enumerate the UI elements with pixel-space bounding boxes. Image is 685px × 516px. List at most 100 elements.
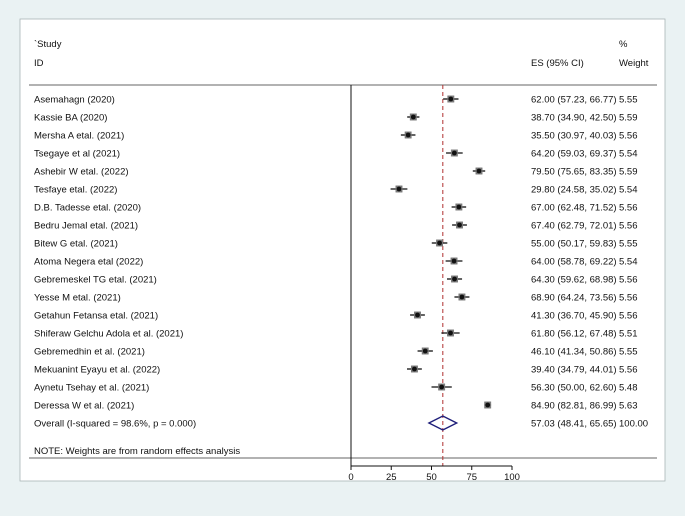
study-point <box>459 294 465 300</box>
header-es: ES (95% CI) <box>531 58 584 69</box>
study-label: Atoma Negera etal (2022) <box>34 257 143 268</box>
study-point <box>451 258 457 264</box>
study-row: Bitew G etal. (2021) 55.00 (50.17, 59.83)… <box>34 239 638 250</box>
study-label: Bitew G etal. (2021) <box>34 239 118 250</box>
study-label: Gebremedhin et al. (2021) <box>34 347 145 358</box>
plot-panel <box>19 18 666 482</box>
x-tick-label: 100 <box>504 472 520 483</box>
overall-label: Overall (I-squared = 98.6%, p = 0.000) <box>34 419 196 430</box>
study-es-ci: 79.50 (75.65, 83.35) <box>531 167 617 178</box>
study-es-ci: 55.00 (50.17, 59.83) <box>531 239 617 250</box>
x-axis: 0 25 50 75 100 <box>348 465 520 483</box>
study-row: Mekuanint Eyayu et al. (2022) 39.40 (34.7… <box>34 365 638 376</box>
study-row: D.B. Tadesse etal. (2020) 67.00 (62.48, 7… <box>34 203 638 214</box>
study-label: Gebremeskel TG etal. (2021) <box>34 275 157 286</box>
study-weight: 5.51 <box>619 329 638 340</box>
study-point <box>456 204 462 210</box>
study-weight: 5.55 <box>619 95 638 106</box>
study-weight: 5.55 <box>619 239 638 250</box>
header-weight: Weight <box>619 58 649 69</box>
study-weight: 5.54 <box>619 257 638 268</box>
study-weight: 5.56 <box>619 311 638 322</box>
study-label: Tesfaye etal. (2022) <box>34 185 117 196</box>
study-label: Aynetu Tsehay et al. (2021) <box>34 383 149 394</box>
study-row: Deressa W et al. (2021) 84.90 (82.81, 86.… <box>34 401 638 412</box>
study-point <box>415 312 420 318</box>
study-label: Tsegaye et al (2021) <box>34 149 120 160</box>
study-label: Mekuanint Eyayu et al. (2022) <box>34 365 160 376</box>
study-weight: 5.56 <box>619 131 638 142</box>
study-point <box>405 132 411 138</box>
study-weight: 5.54 <box>619 149 638 160</box>
overall-weight: 100.00 <box>619 419 648 430</box>
study-weight: 5.48 <box>619 383 638 394</box>
study-es-ci: 61.80 (56.12, 67.48) <box>531 329 617 340</box>
study-point <box>485 402 491 408</box>
study-point <box>437 240 442 246</box>
study-weight: 5.56 <box>619 203 638 214</box>
study-es-ci: 29.80 (24.58, 35.02) <box>531 185 617 196</box>
study-weight: 5.56 <box>619 221 638 232</box>
x-tick-label: 75 <box>466 472 477 483</box>
study-es-ci: 67.00 (62.48, 71.52) <box>531 203 617 214</box>
study-es-ci: 35.50 (30.97, 40.03) <box>531 131 617 142</box>
study-weight: 5.56 <box>619 275 638 286</box>
x-tick-label: 25 <box>386 472 397 483</box>
study-weight: 5.54 <box>619 185 638 196</box>
study-point <box>452 276 457 282</box>
study-label: D.B. Tadesse etal. (2020) <box>34 203 141 214</box>
header-percent: % <box>619 39 628 50</box>
study-label: Mersha A etal. (2021) <box>34 131 124 142</box>
study-label: Bedru Jemal etal. (2021) <box>34 221 138 232</box>
study-label: Kassie BA (2020) <box>34 113 107 124</box>
study-label: Asemahagn (2020) <box>34 95 115 106</box>
study-label: Shiferaw Gelchu Adola et al. (2021) <box>34 329 183 340</box>
header-study: `Study <box>34 39 62 50</box>
study-row: Gebremedhin et al. (2021) 46.10 (41.34, 5… <box>34 347 638 358</box>
study-row: Asemahagn (2020) 62.00 (57.23, 66.77) 5.55 <box>34 95 638 106</box>
header-id: ID <box>34 58 44 69</box>
study-es-ci: 62.00 (57.23, 66.77) <box>531 95 617 106</box>
study-rows: Asemahagn (2020) 62.00 (57.23, 66.77) 5.55… <box>34 85 648 483</box>
study-es-ci: 84.90 (82.81, 86.99) <box>531 401 617 412</box>
study-row: Yesse M etal. (2021) 68.90 (64.24, 73.56)… <box>34 293 638 304</box>
study-point <box>396 186 402 192</box>
study-point <box>410 114 416 120</box>
study-point <box>451 150 457 156</box>
study-es-ci: 46.10 (41.34, 50.86) <box>531 347 617 358</box>
study-row: Shiferaw Gelchu Adola et al. (2021) 61.80… <box>34 329 638 340</box>
study-label: Ashebir W etal. (2022) <box>34 167 129 178</box>
study-row: Mersha A etal. (2021) 35.50 (30.97, 40.03… <box>34 131 638 142</box>
study-row: Tsegaye et al (2021) 64.20 (59.03, 69.37)… <box>34 149 638 160</box>
study-weight: 5.56 <box>619 365 638 376</box>
study-row: Tesfaye etal. (2022) 29.80 (24.58, 35.02)… <box>34 185 638 196</box>
overall-es-ci: 57.03 (48.41, 65.65) <box>531 419 617 430</box>
study-es-ci: 68.90 (64.24, 73.56) <box>531 293 617 304</box>
study-es-ci: 38.70 (34.90, 42.50) <box>531 113 617 124</box>
study-point <box>448 330 453 336</box>
study-weight: 5.55 <box>619 347 638 358</box>
footnote: NOTE: Weights are from random effects an… <box>34 446 240 457</box>
overall-diamond <box>427 415 459 431</box>
x-tick-label: 50 <box>426 472 437 483</box>
study-row: Bedru Jemal etal. (2021) 67.40 (62.79, 72… <box>34 221 638 232</box>
study-row: Getahun Fetansa etal. (2021) 41.30 (36.70… <box>34 311 638 322</box>
study-point <box>412 366 417 372</box>
study-label: Yesse M etal. (2021) <box>34 293 121 304</box>
study-weight: 5.63 <box>619 401 638 412</box>
overall-row: Overall (I-squared = 98.6%, p = 0.000) 57… <box>34 415 648 431</box>
study-point <box>457 222 462 228</box>
study-point <box>476 168 482 174</box>
study-point <box>448 96 454 102</box>
study-es-ci: 64.00 (58.78, 69.22) <box>531 257 617 268</box>
study-row: Gebremeskel TG etal. (2021) 64.30 (59.62,… <box>34 275 638 286</box>
study-es-ci: 56.30 (50.00, 62.60) <box>531 383 617 394</box>
study-es-ci: 67.40 (62.79, 72.01) <box>531 221 617 232</box>
study-row: Ashebir W etal. (2022) 79.50 (75.65, 83.3… <box>34 167 638 178</box>
study-es-ci: 64.20 (59.03, 69.37) <box>531 149 617 160</box>
x-tick-label: 0 <box>348 472 353 483</box>
study-weight: 5.59 <box>619 113 638 124</box>
study-row: Kassie BA (2020) 38.70 (34.90, 42.50) 5.59 <box>34 113 638 124</box>
